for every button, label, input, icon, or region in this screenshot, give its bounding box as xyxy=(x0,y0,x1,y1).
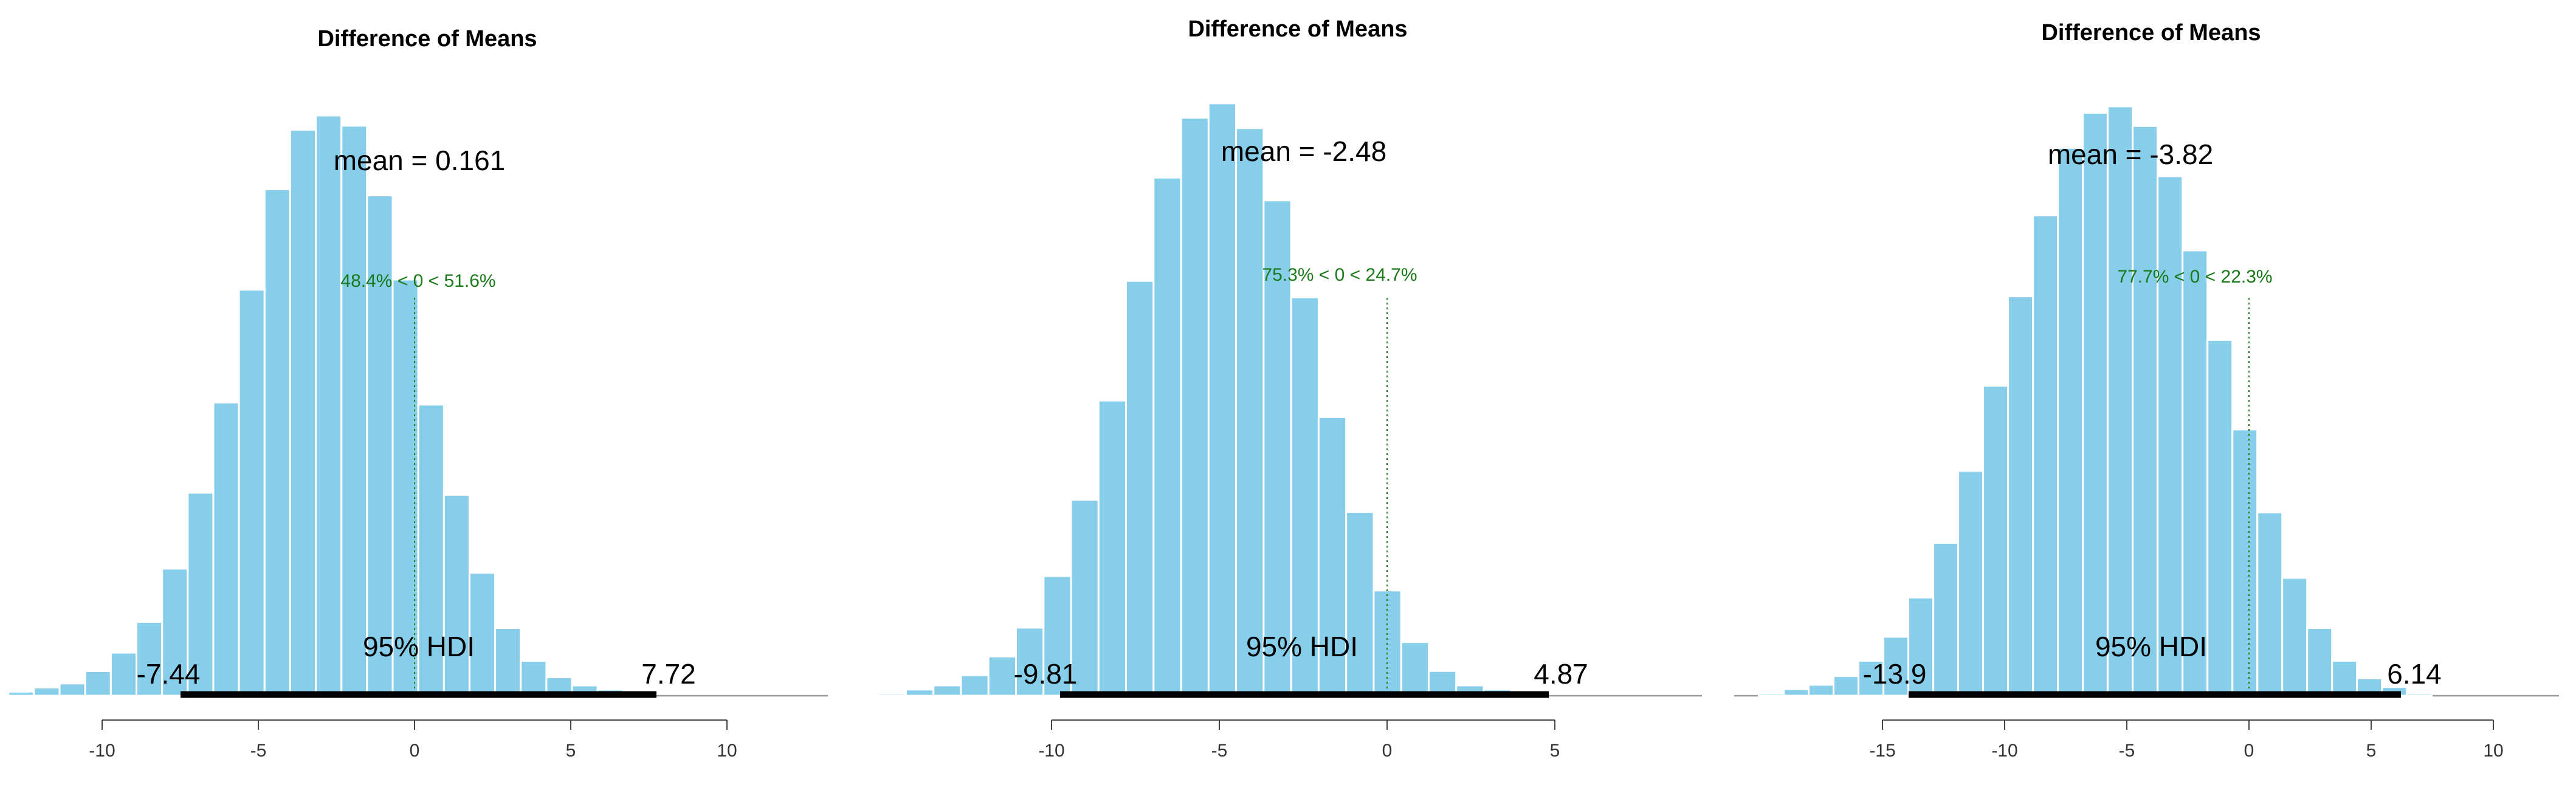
panel-3-bar xyxy=(2057,146,2084,697)
panel-2-tick-label: -5 xyxy=(1211,741,1228,761)
panel-3-tick-label: -15 xyxy=(1869,741,1895,761)
panel-2-bar xyxy=(1207,102,1238,697)
panel-3-bar xyxy=(2306,627,2333,697)
panel-3-bar xyxy=(2231,428,2259,697)
panel-3-x-axis: -15 -10 -5 0 5 10 xyxy=(1869,719,2504,761)
panel-1-bar xyxy=(315,114,343,697)
panel-1-tick-label: 0 xyxy=(410,741,420,761)
panel-2-hdi-label: 95% HDI xyxy=(1246,631,1358,662)
panel-3-mean-label: mean = -3.82 xyxy=(2048,139,2213,170)
panel-2-bar xyxy=(1152,176,1182,697)
panel-3-tick-label: -10 xyxy=(1991,741,2017,761)
panel-2-bar xyxy=(1015,626,1045,697)
panel-3-hdi-high-label: 6.14 xyxy=(2387,658,2442,690)
panel-1-bar xyxy=(161,568,189,697)
panel-1-bar xyxy=(7,690,35,697)
panel-3-title: Difference of Means xyxy=(2041,20,2261,46)
panel-3-hdi-label: 95% HDI xyxy=(2095,631,2207,662)
panel-3-hdi-low-label: -13.9 xyxy=(1863,658,1927,690)
panel-1-x-axis: -10 -5 0 5 10 xyxy=(89,719,737,761)
panel-2-bar xyxy=(1400,641,1430,697)
panel-3-bar xyxy=(1783,688,1810,697)
panel-3-tick-label: 10 xyxy=(2483,741,2503,761)
panel-1-bar xyxy=(212,401,240,697)
panel-3-tick-label: 0 xyxy=(2244,741,2254,761)
histogram-panel-3: Difference of Means mean = -3.82 77.7% <… xyxy=(1734,20,2559,761)
panel-2-bar xyxy=(1317,416,1348,697)
panel-1-bar xyxy=(263,188,291,697)
panel-1-bar xyxy=(520,660,548,697)
panel-1-bar xyxy=(33,687,61,697)
panel-3-bar xyxy=(2406,692,2433,697)
panel-2-tick-label: -10 xyxy=(1038,741,1064,761)
panel-3-tick-label: 5 xyxy=(2366,741,2377,761)
panel-1-bar xyxy=(238,289,266,697)
panel-2-x-axis: -10 -5 0 5 xyxy=(1038,719,1560,761)
panel-3-bars xyxy=(1758,105,2433,697)
panel-3-bar xyxy=(2107,105,2134,697)
panel-3-bar xyxy=(2082,112,2109,697)
panel-2-hdi-low-label: -9.81 xyxy=(1014,658,1078,690)
panel-1-title: Difference of Means xyxy=(317,26,537,52)
panel-3-comparison-label: 77.7% < 0 < 22.3% xyxy=(2117,267,2272,287)
histogram-panel-1: Difference of Means mean = 0.161 48.4% <… xyxy=(7,26,828,761)
panel-2-tick-label: 0 xyxy=(1382,741,1393,761)
panel-2-bar xyxy=(1235,127,1265,697)
panel-2-bar xyxy=(1125,280,1155,697)
panel-3-bar xyxy=(2032,214,2059,697)
panel-2-bar xyxy=(877,693,907,697)
panel-2-tick-label: 5 xyxy=(1550,741,1560,761)
panel-2-comparison-label: 75.3% < 0 < 24.7% xyxy=(1262,265,1417,285)
panel-3-tick-label: -5 xyxy=(2119,741,2135,761)
panel-2-bar xyxy=(1097,399,1128,697)
panel-3-bar xyxy=(2206,338,2234,697)
panel-1-comparison-label: 48.4% < 0 < 51.6% xyxy=(340,271,495,291)
panel-3-bar xyxy=(2157,175,2184,697)
panel-1-tick-label: 10 xyxy=(717,741,737,761)
panel-1-hdi-label: 95% HDI xyxy=(363,631,475,662)
panel-2-hdi-high-label: 4.87 xyxy=(1534,658,1588,690)
panel-2-bar xyxy=(1262,199,1292,697)
panel-2-mean-label: mean = -2.48 xyxy=(1221,136,1386,167)
panel-1-bar xyxy=(84,670,112,697)
panel-1-bar xyxy=(289,129,317,697)
panel-3-bar xyxy=(2281,577,2309,697)
panel-2-bar xyxy=(1180,117,1210,697)
histogram-panel-2: Difference of Means mean = -2.48 75.3% <… xyxy=(877,16,1702,761)
panel-2-title: Difference of Means xyxy=(1188,16,1407,42)
panel-3-bar xyxy=(1932,542,1960,697)
panel-2-bars xyxy=(877,102,1540,697)
panel-2-bar xyxy=(904,688,935,697)
panel-1-tick-label: 5 xyxy=(566,741,576,761)
panel-3-bar xyxy=(1982,385,2009,697)
panel-3-bar xyxy=(1758,692,1785,697)
panel-1-hdi-low-label: -7.44 xyxy=(137,658,201,690)
panel-3-bar xyxy=(1808,684,1835,697)
panel-1-bar xyxy=(494,627,522,697)
panel-3-bar xyxy=(2256,511,2284,697)
panel-1-tick-label: -10 xyxy=(89,741,115,761)
panel-2-bar xyxy=(960,674,990,697)
panel-1-bars xyxy=(7,114,650,697)
panel-1-tick-label: -5 xyxy=(250,741,267,761)
panel-3-bar xyxy=(2182,249,2209,697)
panel-2-bar xyxy=(1345,511,1375,697)
panel-1-bar xyxy=(58,682,86,697)
panel-1-mean-label: mean = 0.161 xyxy=(334,145,506,176)
panel-3-bar xyxy=(2331,660,2358,697)
panel-3-bar xyxy=(1833,675,1860,697)
panel-2-bar xyxy=(932,684,962,697)
panel-1-bar xyxy=(109,651,137,697)
panel-1-bar xyxy=(443,493,470,697)
panel-1-bar xyxy=(340,125,368,697)
panel-1-hdi-high-label: 7.72 xyxy=(641,658,696,690)
panel-2-bar xyxy=(987,656,1017,697)
panel-3-bar xyxy=(2007,295,2034,697)
panel-3-bar xyxy=(2132,125,2159,697)
panel-3-bar xyxy=(1957,470,1985,697)
